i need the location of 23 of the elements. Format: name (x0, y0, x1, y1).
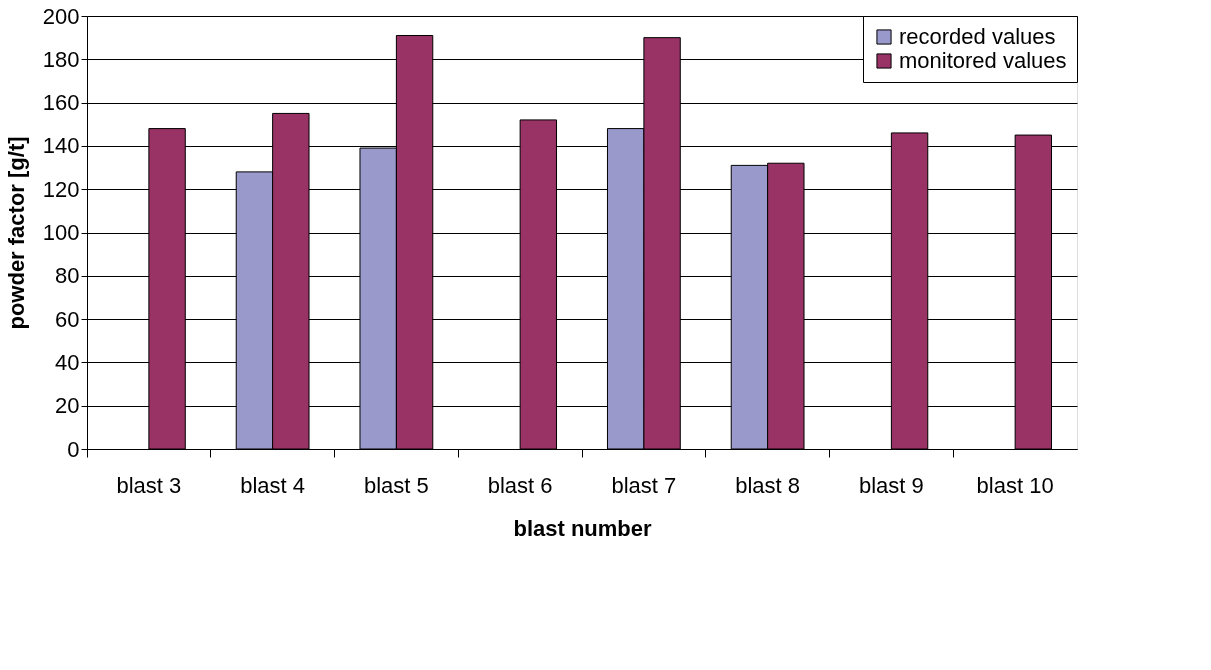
x-tick-label: blast 10 (976, 472, 1054, 498)
x-tick-label: blast 8 (735, 472, 801, 498)
x-tick-label: blast 7 (611, 472, 677, 498)
legend-label: recorded values (899, 24, 1056, 49)
x-tick-label: blast 4 (240, 472, 306, 498)
y-tick-label: 0 (67, 436, 80, 462)
y-tick-label: 200 (42, 3, 80, 29)
x-tick-label: blast 5 (363, 472, 429, 498)
y-axis-title: powder factor [g/t] (3, 136, 29, 330)
x-tick-label: blast 3 (116, 472, 182, 498)
x-tick-label: blast 9 (858, 472, 924, 498)
x-tick-label: blast 6 (487, 472, 553, 498)
y-tick-label: 40 (55, 349, 80, 375)
legend-label: monitored values (899, 48, 1067, 73)
y-tick-label: 140 (42, 133, 80, 159)
y-tick-label: 120 (42, 176, 80, 202)
y-tick-label: 100 (42, 220, 80, 245)
y-tick-label: 20 (55, 393, 80, 419)
y-tick-label: 60 (55, 306, 80, 332)
y-tick-label: 180 (42, 46, 80, 72)
x-axis-title: blast number (513, 515, 652, 541)
y-tick-label: 160 (42, 90, 80, 116)
y-tick-label: 80 (55, 263, 80, 289)
